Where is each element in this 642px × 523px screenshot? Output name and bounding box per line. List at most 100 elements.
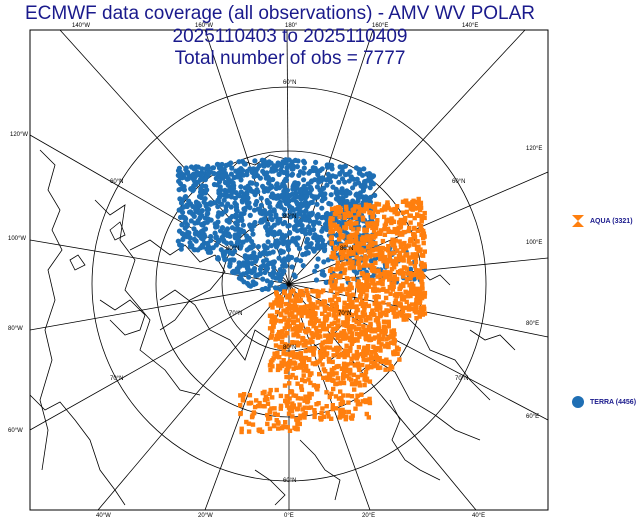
aqua-obs-point (338, 380, 344, 385)
aqua-obs-point (383, 343, 388, 348)
aqua-obs-point (351, 372, 357, 377)
aqua-obs-point (256, 403, 261, 409)
aqua-obs-point (379, 342, 384, 347)
aqua-obs-point (295, 318, 301, 323)
aqua-obs-point (356, 259, 361, 265)
aqua-obs-point (413, 259, 419, 265)
aqua-obs-point (305, 290, 310, 296)
aqua-obs-point (333, 245, 338, 250)
aqua-obs-point (406, 307, 411, 312)
aqua-obs-point (343, 253, 349, 258)
terra-obs-point (244, 190, 250, 196)
terra-obs-point (229, 179, 235, 185)
aqua-obs-point (410, 207, 415, 212)
aqua-obs-point (308, 337, 313, 342)
aqua-obs-point (342, 267, 348, 272)
terra-obs-point (182, 194, 188, 200)
coastline (109, 221, 126, 241)
aqua-obs-point (376, 323, 381, 328)
terra-obs-point (257, 210, 263, 216)
terra-obs-point (270, 259, 276, 265)
terra-obs-point (221, 237, 227, 243)
aqua-obs-point (332, 222, 337, 227)
terra-obs-point (272, 193, 278, 199)
aqua-obs-point (375, 287, 380, 292)
terra-obs-point (228, 204, 234, 210)
aqua-obs-point (334, 209, 339, 214)
terra-obs-point (337, 200, 344, 206)
aqua-obs-point (272, 406, 277, 411)
terra-obs-point (265, 239, 271, 245)
aqua-obs-point (343, 226, 349, 231)
aqua-obs-point (403, 253, 408, 258)
terra-obs-point (261, 243, 267, 249)
aqua-obs-point (300, 307, 305, 312)
aqua-obs-point (373, 241, 378, 246)
aqua-obs-point (268, 367, 273, 373)
aqua-obs-point (280, 335, 285, 340)
terra-obs-point (195, 230, 201, 236)
aqua-obs-point (358, 256, 363, 261)
aqua-obs-point (338, 389, 343, 394)
aqua-obs-point (398, 291, 403, 297)
aqua-obs-point (326, 359, 332, 364)
aqua-obs-point (397, 357, 402, 362)
aqua-obs-point (301, 373, 306, 378)
aqua-obs-point (353, 327, 358, 332)
aqua-obs-point (297, 288, 303, 294)
terra-obs-point (276, 255, 282, 261)
terra-obs-point (316, 168, 322, 174)
grid-label: 80°N (283, 214, 296, 220)
terra-obs-point (328, 192, 334, 198)
terra-obs-point (228, 171, 234, 177)
aqua-obs-point (353, 311, 359, 316)
aqua-obs-point (363, 202, 369, 207)
aqua-obs-point (282, 361, 287, 366)
grid-label: 60°W (8, 428, 23, 434)
terra-obs-point (289, 264, 295, 270)
aqua-obs-point (338, 338, 343, 344)
terra-obs-point (177, 169, 183, 175)
aqua-obs-point (286, 374, 291, 380)
terra-obs-point (266, 200, 272, 206)
aqua-obs-point (363, 375, 368, 380)
aqua-obs-point (288, 353, 293, 358)
aqua-obs-point (312, 304, 317, 309)
terra-obs-point (255, 189, 261, 195)
terra-obs-point (342, 179, 348, 185)
aqua-obs-point (353, 235, 359, 241)
aqua-obs-point (333, 206, 338, 211)
terra-obs-point (258, 195, 264, 201)
aqua-obs-point (372, 286, 378, 292)
aqua-obs-point (336, 332, 342, 337)
aqua-obs-point (277, 334, 283, 339)
aqua-obs-point (324, 318, 329, 323)
aqua-obs-point (302, 379, 308, 384)
aqua-obs-point (291, 393, 296, 398)
aqua-obs-point (355, 242, 360, 247)
aqua-obs-point (350, 208, 355, 213)
aqua-obs-point (287, 396, 292, 401)
map-title: ECMWF data coverage (all observations) -… (25, 3, 535, 24)
coastline (469, 329, 516, 351)
aqua-obs-point (394, 204, 400, 209)
grid-label: 60°N (452, 179, 465, 185)
aqua-obs-point (342, 348, 348, 353)
terra-obs-point (281, 268, 287, 274)
terra-obs-point (299, 195, 305, 201)
terra-obs-point (186, 209, 193, 215)
grid-label: 40°W (96, 513, 111, 519)
aqua-obs-point (282, 342, 287, 348)
aqua-obs-point (336, 296, 341, 302)
aqua-obs-point (386, 205, 391, 211)
aqua-obs-point (293, 314, 298, 319)
aqua-obs-point (335, 291, 340, 296)
aqua-obs-point (307, 348, 312, 353)
aqua-obs-point (379, 254, 384, 259)
aqua-obs-point (328, 288, 334, 293)
aqua-obs-point (310, 339, 315, 344)
aqua-obs-point (348, 234, 353, 239)
terra-obs-point (192, 247, 198, 253)
terra-obs-point (204, 187, 210, 193)
aqua-obs-point (332, 294, 337, 299)
